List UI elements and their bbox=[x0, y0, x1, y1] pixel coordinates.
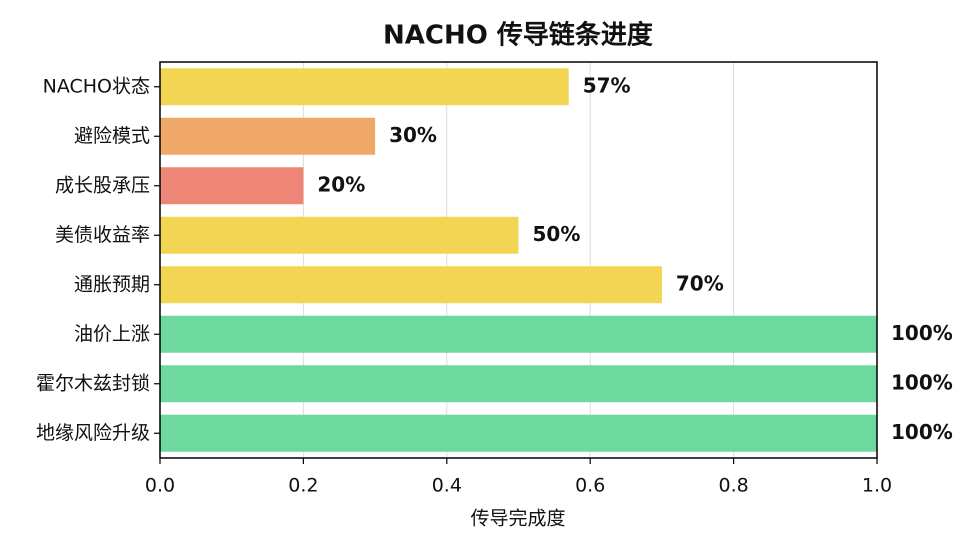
bar bbox=[160, 365, 877, 403]
value-label: 20% bbox=[317, 172, 365, 196]
y-tick-label: 霍尔木兹封锁 bbox=[36, 372, 150, 394]
x-tick-label: 1.0 bbox=[862, 475, 892, 497]
y-tick-label: 避险模式 bbox=[74, 125, 150, 147]
value-label: 100% bbox=[891, 370, 953, 394]
chart-title: NACHO 传导链条进度 bbox=[383, 20, 653, 51]
plot-frame bbox=[159, 61, 878, 459]
bar bbox=[160, 68, 569, 106]
x-tick-label: 0.6 bbox=[575, 475, 605, 497]
y-tick-label: 油价上涨 bbox=[74, 323, 150, 345]
bar bbox=[160, 266, 662, 304]
bar bbox=[160, 216, 519, 254]
x-tick-label: 0.0 bbox=[145, 475, 175, 497]
x-tick-label: 0.2 bbox=[288, 475, 318, 497]
bar bbox=[160, 167, 304, 205]
bar bbox=[160, 315, 877, 353]
value-label: 50% bbox=[533, 222, 581, 246]
value-label: 100% bbox=[891, 321, 953, 345]
bar bbox=[160, 117, 376, 155]
value-label: 70% bbox=[676, 271, 724, 295]
y-tick-label: NACHO状态 bbox=[43, 75, 150, 97]
y-tick-label: 地缘风险升级 bbox=[36, 422, 150, 444]
value-label: 100% bbox=[891, 420, 953, 444]
y-tick-label: 成长股承压 bbox=[55, 174, 150, 196]
x-axis-label: 传导完成度 bbox=[470, 508, 565, 530]
y-tick-label: 通胀预期 bbox=[74, 273, 150, 295]
x-tick-label: 0.4 bbox=[432, 475, 462, 497]
y-tick-label: 美债收益率 bbox=[55, 224, 150, 246]
x-tick-label: 0.8 bbox=[718, 475, 748, 497]
bar bbox=[160, 414, 877, 452]
value-label: 57% bbox=[583, 73, 631, 97]
value-label: 30% bbox=[389, 123, 437, 147]
